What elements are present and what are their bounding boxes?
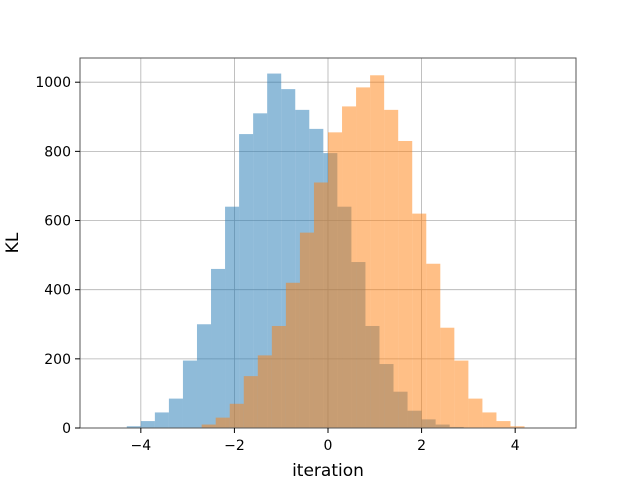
x-tick-label: 4 bbox=[511, 438, 520, 454]
y-tick-label: 600 bbox=[44, 214, 71, 230]
histogram-bar-series-2 bbox=[496, 421, 511, 428]
histogram-bar-series-2 bbox=[257, 355, 272, 428]
histogram-bar-series-2 bbox=[440, 327, 455, 428]
x-tick-label: −2 bbox=[224, 438, 245, 454]
histogram-bar-series-2 bbox=[271, 325, 286, 428]
y-tick-label: 800 bbox=[44, 144, 71, 160]
histogram-bar-series-2 bbox=[313, 182, 328, 428]
histogram-bar-series-2 bbox=[370, 75, 385, 428]
x-tick-label: 0 bbox=[324, 438, 333, 454]
histogram-bar-series-1 bbox=[182, 360, 197, 428]
histogram-bar-series-1 bbox=[168, 398, 183, 428]
x-tick-label: −4 bbox=[131, 438, 152, 454]
histogram-bar-series-2 bbox=[229, 403, 244, 428]
histogram-bar-series-1 bbox=[140, 421, 155, 428]
histogram-bars bbox=[126, 73, 525, 429]
y-tick-label: 200 bbox=[44, 352, 71, 368]
histogram-bar-series-2 bbox=[412, 213, 427, 428]
histogram-bar-series-2 bbox=[356, 87, 371, 429]
histogram-bar-series-2 bbox=[482, 412, 497, 428]
histogram-bar-series-1 bbox=[211, 268, 226, 428]
histogram-bar-series-2 bbox=[342, 106, 357, 428]
histogram-bar-series-2 bbox=[510, 426, 525, 428]
histogram-bar-series-2 bbox=[299, 232, 314, 428]
histogram-bar-series-1 bbox=[239, 134, 254, 428]
histogram-bar-series-2 bbox=[201, 424, 216, 428]
y-tick-label: 0 bbox=[62, 421, 71, 437]
histogram-bar-series-2 bbox=[398, 140, 413, 428]
histogram-bar-series-2 bbox=[468, 398, 483, 428]
x-tick-label: 2 bbox=[417, 438, 426, 454]
histogram-bar-series-1 bbox=[253, 113, 268, 429]
histogram-bar-series-2 bbox=[384, 109, 399, 429]
y-tick-label: 400 bbox=[44, 283, 71, 299]
histogram-bar-series-1 bbox=[196, 324, 212, 428]
histogram-bar-series-2 bbox=[215, 417, 230, 428]
histogram-bar-series-2 bbox=[454, 360, 469, 428]
histogram-bar-series-1 bbox=[225, 206, 240, 428]
histogram-bar-series-2 bbox=[328, 132, 343, 428]
y-axis-label: KL bbox=[3, 232, 23, 253]
y-tick-label: 1000 bbox=[35, 75, 71, 91]
histogram-bar-series-2 bbox=[285, 282, 300, 428]
histogram-bar-series-1 bbox=[154, 412, 169, 428]
axis-ticks: −4 −2 0 2 4 0 200 400 600 800 1000 bbox=[35, 75, 519, 454]
histogram-bar-series-1 bbox=[126, 426, 141, 428]
histogram-bar-series-2 bbox=[243, 376, 258, 428]
x-axis-label: iteration bbox=[292, 461, 364, 480]
histogram-bar-series-2 bbox=[426, 263, 441, 428]
